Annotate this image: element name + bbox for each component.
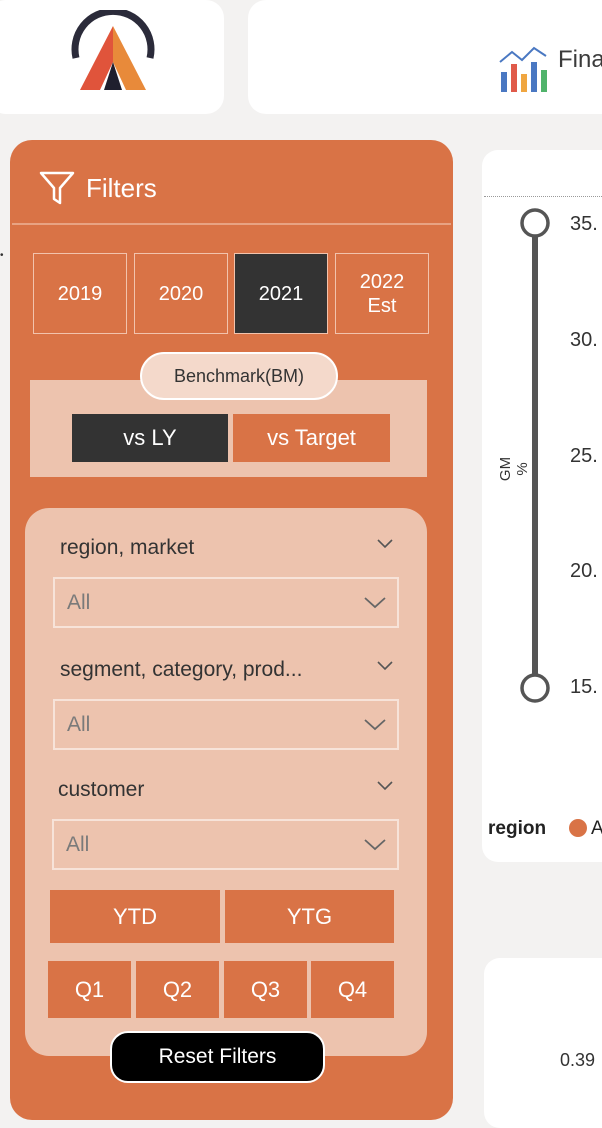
dropdown-value: All [67, 591, 91, 614]
customer-dropdown[interactable]: All [52, 819, 399, 870]
q3-button[interactable]: Q3 [224, 961, 307, 1018]
ytd-button[interactable]: YTD [50, 890, 220, 943]
logo-card [0, 0, 224, 114]
filters-title: Filters [86, 172, 157, 203]
legend-item[interactable]: A [591, 818, 602, 839]
chevron-down-icon[interactable] [376, 660, 394, 672]
funnel-icon [39, 171, 75, 205]
chevron-down-icon [364, 719, 386, 731]
dropdown-value: All [66, 833, 90, 856]
tick-label: 35. [570, 213, 598, 235]
reset-filters-button[interactable]: Reset Filters [110, 1031, 325, 1083]
gm-chart-card [482, 150, 602, 862]
year-button-2021[interactable]: 2021 [234, 253, 328, 334]
legend-swatch [569, 819, 587, 837]
dropdown-value: All [67, 713, 91, 736]
slider-handle-high[interactable] [520, 208, 550, 238]
slicer-label-region: region, market [60, 536, 195, 559]
chevron-down-icon [364, 839, 386, 851]
edge-mark: • [0, 250, 4, 261]
chevron-down-icon [364, 597, 386, 609]
finance-chart-icon [499, 46, 547, 92]
region-dropdown[interactable]: All [53, 577, 399, 628]
chevron-down-icon[interactable] [376, 538, 394, 550]
bottom-card [484, 958, 602, 1128]
bottom-card-value: 0.39 [560, 1050, 596, 1070]
title-card [248, 0, 602, 114]
q1-button[interactable]: Q1 [48, 961, 131, 1018]
tick-label: 15. [570, 676, 598, 698]
legend-title: region [488, 818, 547, 839]
filter-divider [12, 223, 451, 225]
gm-axis-label: GM % [497, 456, 531, 482]
q2-button[interactable]: Q2 [136, 961, 219, 1018]
slicer-label-segment: segment, category, prod... [60, 658, 303, 681]
vs-target-button[interactable]: vs Target [233, 414, 390, 462]
tick-label: 30. [570, 329, 598, 351]
vs-ly-button[interactable]: vs LY [72, 414, 228, 462]
filter-header: Filters [38, 170, 157, 206]
segment-dropdown[interactable]: All [53, 699, 399, 750]
tick-label: 25. [570, 445, 598, 467]
ytg-button[interactable]: YTG [225, 890, 394, 943]
slider-handle-low[interactable] [520, 673, 550, 703]
year-button-2022-est[interactable]: 2022 Est [335, 253, 429, 334]
atliq-logo-icon [71, 10, 155, 90]
gm-range-slider[interactable] [515, 205, 555, 705]
benchmark-label: Benchmark(BM) [140, 352, 338, 400]
tick-label: 20. [570, 560, 598, 582]
year-button-2020[interactable]: 2020 [134, 253, 228, 334]
page-title: Fina [558, 46, 602, 73]
year-button-2019[interactable]: 2019 [33, 253, 127, 334]
slicer-label-customer: customer [58, 778, 145, 801]
chart-divider [484, 196, 602, 197]
q4-button[interactable]: Q4 [311, 961, 394, 1018]
chevron-down-icon[interactable] [376, 780, 394, 792]
